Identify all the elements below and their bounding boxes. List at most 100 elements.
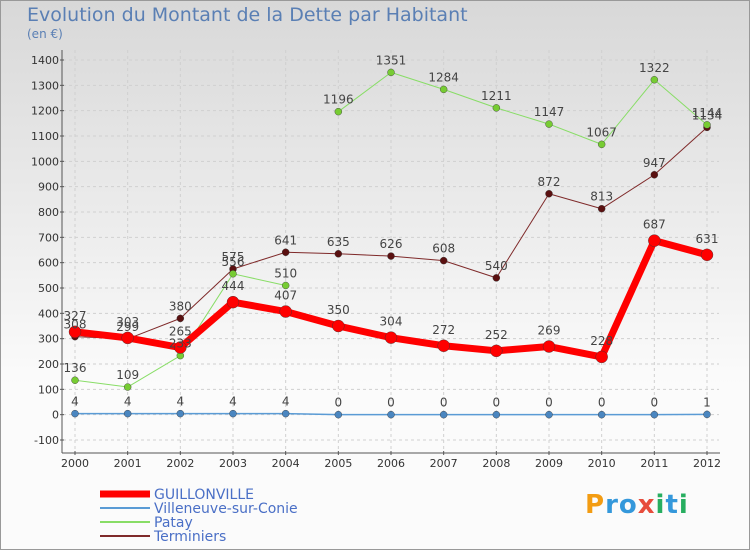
x-tick-label: 2008 <box>482 457 510 470</box>
data-label: 1322 <box>639 61 670 75</box>
x-tick-label: 2004 <box>272 457 300 470</box>
y-tick-label: 1400 <box>31 54 59 67</box>
y-tick-label: 0 <box>52 409 59 422</box>
data-point <box>387 252 395 260</box>
logo-letter: r <box>605 490 619 520</box>
data-point <box>229 270 237 278</box>
data-point <box>123 383 132 391</box>
data-label: 4 <box>124 395 132 409</box>
logo-letter: i <box>655 490 666 520</box>
data-label: 0 <box>440 396 448 410</box>
data-label: 947 <box>643 156 666 170</box>
data-point <box>542 340 556 353</box>
legend-label: Terminiers <box>153 529 226 545</box>
data-point <box>492 104 501 112</box>
legend-label: Villeneuve-sur-Conie <box>154 501 298 517</box>
data-label: 626 <box>380 237 403 251</box>
data-point <box>648 234 661 247</box>
data-point <box>595 350 608 364</box>
data-point <box>229 409 237 418</box>
data-point <box>121 331 134 345</box>
y-tick-label: 600 <box>38 257 59 270</box>
y-tick-label: 1100 <box>31 130 59 143</box>
x-tick-label: 2012 <box>693 457 721 470</box>
data-point <box>387 410 395 419</box>
data-label: 303 <box>116 315 139 329</box>
data-label: 540 <box>485 259 508 273</box>
x-tick-label: 2002 <box>166 457 194 470</box>
data-point <box>332 319 345 333</box>
data-labels: 308 299 380 575 641 635 626 608 540 872 813 947 1134… <box>64 53 723 409</box>
data-label: 0 <box>335 396 343 410</box>
data-label: 1067 <box>586 125 617 139</box>
logo-letter: o <box>618 490 638 520</box>
data-point <box>650 76 659 84</box>
data-point <box>703 121 711 129</box>
y-tick-label: 500 <box>38 282 59 295</box>
data-label: 0 <box>493 396 501 410</box>
data-point <box>439 85 448 94</box>
data-label: 0 <box>598 396 606 410</box>
data-point <box>279 305 292 318</box>
logo-letter: t <box>665 490 679 520</box>
proxiti-logo: Proxiti <box>585 490 689 520</box>
data-label: 872 <box>538 175 561 189</box>
data-label: 1 <box>703 395 711 409</box>
data-label: 269 <box>538 324 561 338</box>
x-tick-label: 2009 <box>535 457 563 470</box>
data-point <box>281 248 290 256</box>
data-point <box>174 341 187 354</box>
x-tick-label: 2003 <box>219 457 247 470</box>
logo-letter: x <box>637 490 656 520</box>
data-point <box>387 68 395 77</box>
data-label: 4 <box>177 395 185 409</box>
data-label: 608 <box>432 242 455 256</box>
data-label: 327 <box>64 309 87 323</box>
data-point <box>597 140 606 149</box>
data-point <box>437 339 450 352</box>
series-group <box>68 68 714 419</box>
legend: GUILLONVILLEVilleneuve-sur-ConiePatayTer… <box>100 487 298 545</box>
data-label: 308 <box>64 318 87 332</box>
x-tick-label: 2007 <box>430 457 458 470</box>
data-point <box>439 410 448 419</box>
data-label: 109 <box>116 368 139 382</box>
data-label: 556 <box>222 255 245 269</box>
data-point <box>597 205 606 213</box>
data-point <box>68 325 82 339</box>
y-tick-label: 1200 <box>31 105 59 118</box>
data-point <box>334 107 343 116</box>
data-label: 407 <box>274 289 297 303</box>
x-tick-label: 2010 <box>588 457 616 470</box>
data-label: 4 <box>71 395 79 409</box>
data-label: 228 <box>590 334 613 348</box>
data-point <box>176 409 185 418</box>
x-tick-label: 2006 <box>377 457 405 470</box>
data-label: 380 <box>169 299 192 313</box>
data-label: 1351 <box>376 53 407 67</box>
data-label: 1134 <box>692 108 723 122</box>
data-label: 1196 <box>323 93 354 107</box>
data-point <box>176 314 185 323</box>
data-label: 4 <box>282 395 290 409</box>
data-point <box>490 344 503 358</box>
grid <box>63 50 719 452</box>
data-point <box>71 376 79 384</box>
data-label: 350 <box>327 303 350 317</box>
data-label: 641 <box>274 233 297 247</box>
data-point <box>334 410 343 419</box>
data-label: 635 <box>327 235 350 249</box>
chart-unit-label: (en €) <box>27 27 63 41</box>
data-label: 813 <box>590 190 613 204</box>
axes: -100010020030040050060070080090010001100… <box>31 50 721 470</box>
data-label: 575 <box>222 250 245 264</box>
data-point <box>492 274 501 282</box>
data-label: 0 <box>545 396 553 410</box>
data-point <box>439 256 448 265</box>
y-tick-label: 300 <box>38 333 59 346</box>
data-label: 1284 <box>428 70 459 84</box>
data-point <box>123 409 132 418</box>
data-label: 1147 <box>534 105 565 119</box>
